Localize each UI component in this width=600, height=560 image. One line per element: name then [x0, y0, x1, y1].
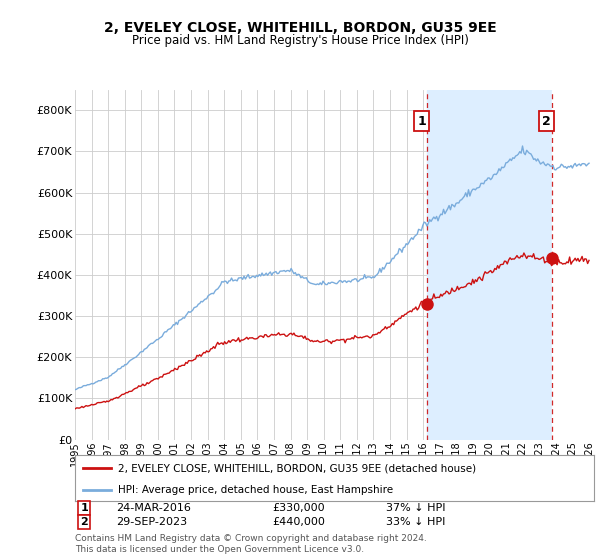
Bar [552, 90, 600, 440]
Text: 2, EVELEY CLOSE, WHITEHILL, BORDON, GU35 9EE: 2, EVELEY CLOSE, WHITEHILL, BORDON, GU35… [104, 21, 496, 35]
Text: Contains HM Land Registry data © Crown copyright and database right 2024.: Contains HM Land Registry data © Crown c… [75, 534, 427, 543]
Text: Price paid vs. HM Land Registry's House Price Index (HPI): Price paid vs. HM Land Registry's House … [131, 34, 469, 46]
Text: 37% ↓ HPI: 37% ↓ HPI [386, 503, 446, 513]
Text: 29-SEP-2023: 29-SEP-2023 [116, 517, 188, 527]
Text: 2, EVELEY CLOSE, WHITEHILL, BORDON, GU35 9EE (detached house): 2, EVELEY CLOSE, WHITEHILL, BORDON, GU35… [118, 463, 476, 473]
Bar [552, 90, 600, 440]
Text: 2: 2 [80, 517, 88, 527]
Text: 33% ↓ HPI: 33% ↓ HPI [386, 517, 446, 527]
Text: £440,000: £440,000 [272, 517, 325, 527]
Text: 24-MAR-2016: 24-MAR-2016 [116, 503, 191, 513]
Text: This data is licensed under the Open Government Licence v3.0.: This data is licensed under the Open Gov… [75, 545, 364, 554]
Text: £330,000: £330,000 [272, 503, 325, 513]
Text: HPI: Average price, detached house, East Hampshire: HPI: Average price, detached house, East… [118, 485, 392, 494]
Text: 1: 1 [418, 115, 426, 128]
Bar [427, 90, 552, 440]
Text: 1: 1 [80, 503, 88, 513]
Text: 2: 2 [542, 115, 551, 128]
